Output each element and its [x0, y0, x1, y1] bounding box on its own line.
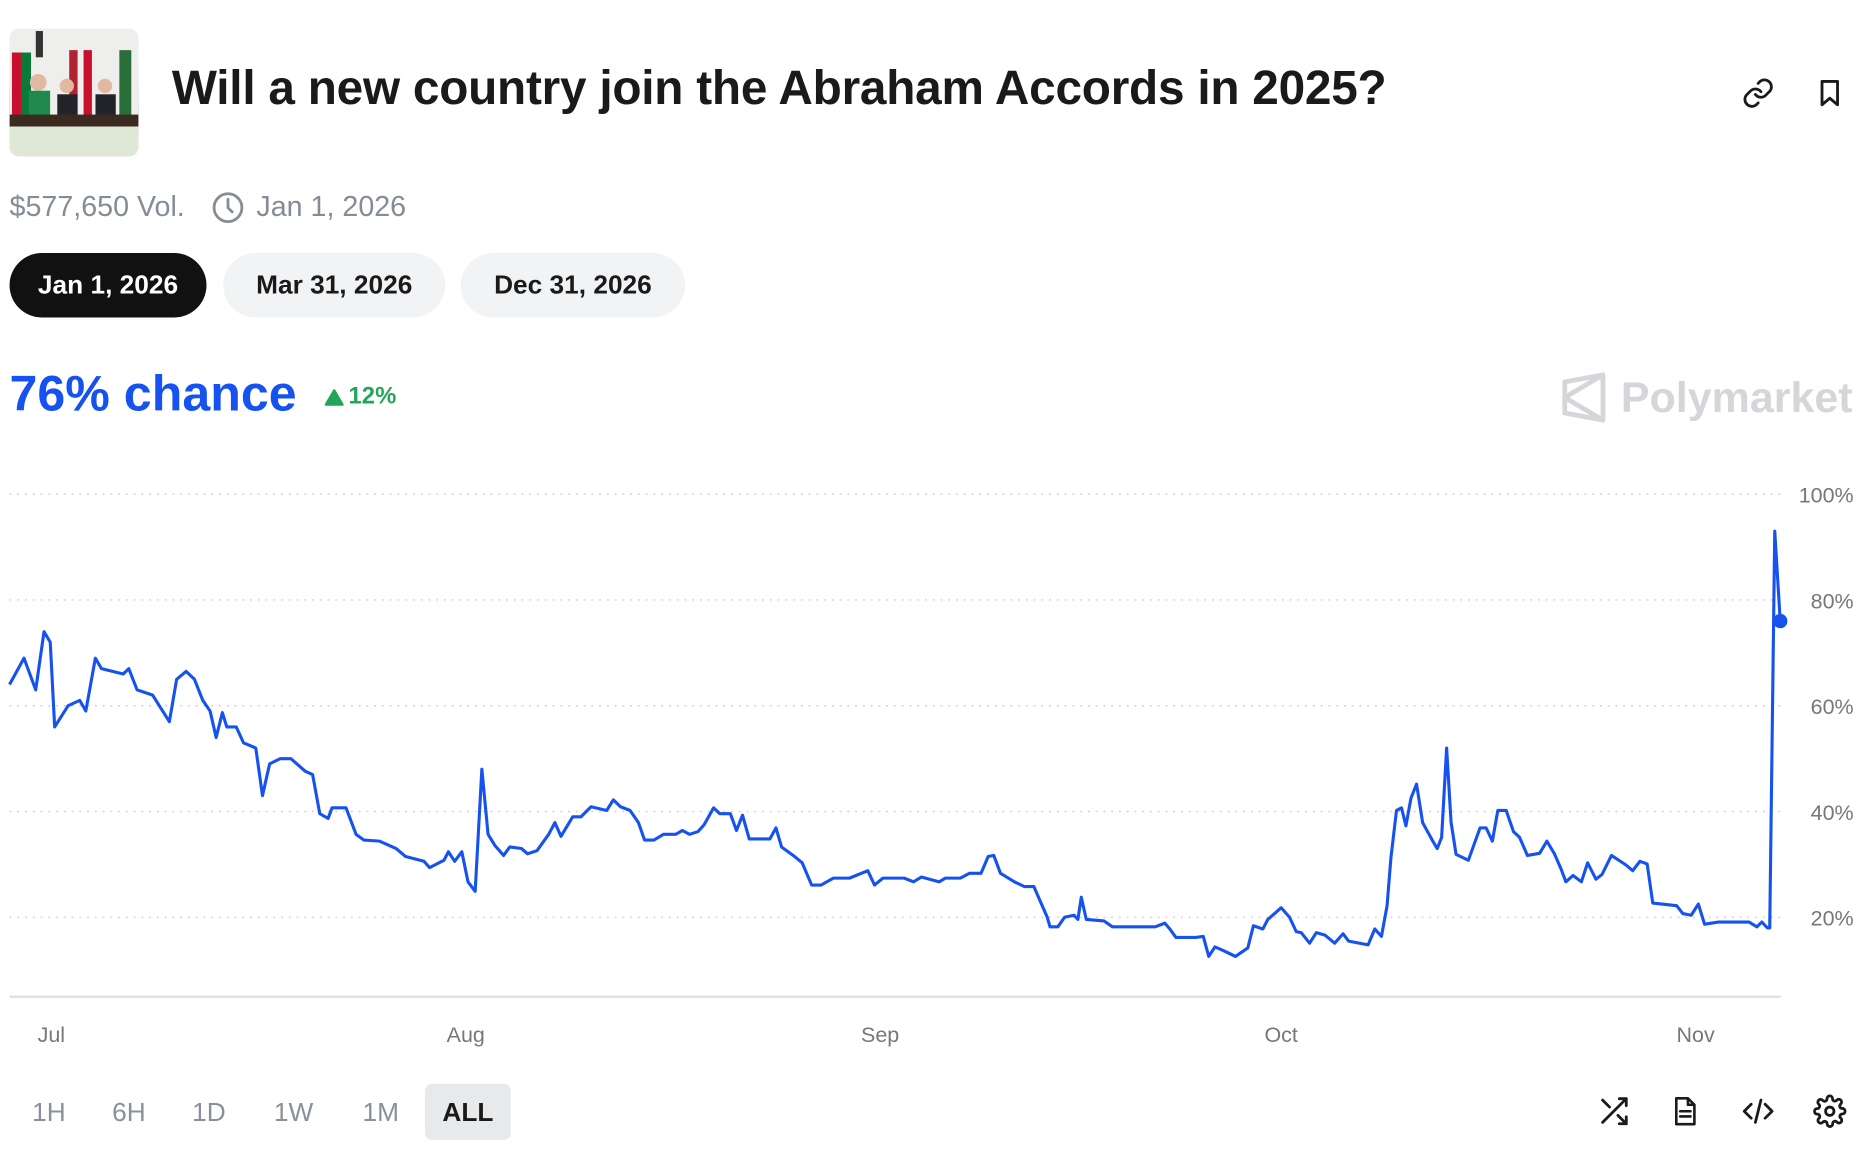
brand-name: Polymarket	[1620, 372, 1853, 422]
chance-value: 76% chance	[9, 365, 297, 422]
market-title: Will a new country join the Abraham Acco…	[171, 62, 1387, 115]
range-1h[interactable]: 1H	[32, 1096, 66, 1127]
range-all[interactable]: ALL	[424, 1083, 511, 1140]
polymarket-icon	[1562, 372, 1606, 423]
market-image	[9, 28, 139, 157]
range-1m[interactable]: 1M	[362, 1096, 399, 1127]
x-tick-label: Sep	[861, 1023, 899, 1047]
y-tick-label: 100%	[1799, 484, 1854, 508]
market-thumbnail	[9, 28, 139, 157]
volume: $577,650 Vol.	[9, 190, 185, 224]
link-icon[interactable]	[1737, 72, 1780, 115]
series-line	[8, 529, 1782, 958]
polymarket-logo: Polymarket	[1561, 372, 1853, 423]
x-tick-label: Nov	[1677, 1023, 1715, 1047]
market-meta: $577,650 Vol. Jan 1, 2026	[10, 191, 407, 224]
date-option-jan-1-2026[interactable]: Jan 1, 2026	[9, 253, 207, 318]
y-tick-label: 40%	[1811, 801, 1854, 825]
y-tick-label: 60%	[1811, 695, 1854, 719]
shuffle-icon[interactable]	[1592, 1090, 1635, 1133]
range-1w[interactable]: 1W	[273, 1096, 314, 1127]
range-6h[interactable]: 6H	[112, 1096, 146, 1127]
x-tick-label: Oct	[1264, 1023, 1297, 1047]
code-icon[interactable]	[1737, 1090, 1780, 1133]
grid	[9, 493, 1781, 919]
change-value: 12%	[348, 383, 397, 410]
current-value-dot	[1773, 613, 1788, 629]
document-icon[interactable]	[1664, 1090, 1707, 1133]
clock-icon	[212, 192, 244, 224]
range-1d[interactable]: 1D	[192, 1096, 226, 1127]
date-option-mar-31-2026[interactable]: Mar 31, 2026	[223, 253, 446, 318]
date-option-dec-31-2026[interactable]: Dec 31, 2026	[460, 253, 686, 318]
y-tick-label: 20%	[1811, 907, 1854, 931]
price-chart[interactable]: 20% 40% 60% 80% 100% Jul Aug Sep Oct Nov	[0, 454, 1862, 1075]
bookmark-icon[interactable]	[1808, 72, 1851, 115]
x-tick-label: Jul	[38, 1023, 65, 1047]
change-indicator: 12%	[324, 383, 397, 410]
settings-icon[interactable]	[1808, 1090, 1851, 1133]
end-date: Jan 1, 2026	[256, 190, 407, 224]
triangle-up-icon	[324, 388, 344, 406]
x-tick-label: Aug	[447, 1023, 485, 1047]
y-tick-label: 80%	[1811, 589, 1854, 613]
